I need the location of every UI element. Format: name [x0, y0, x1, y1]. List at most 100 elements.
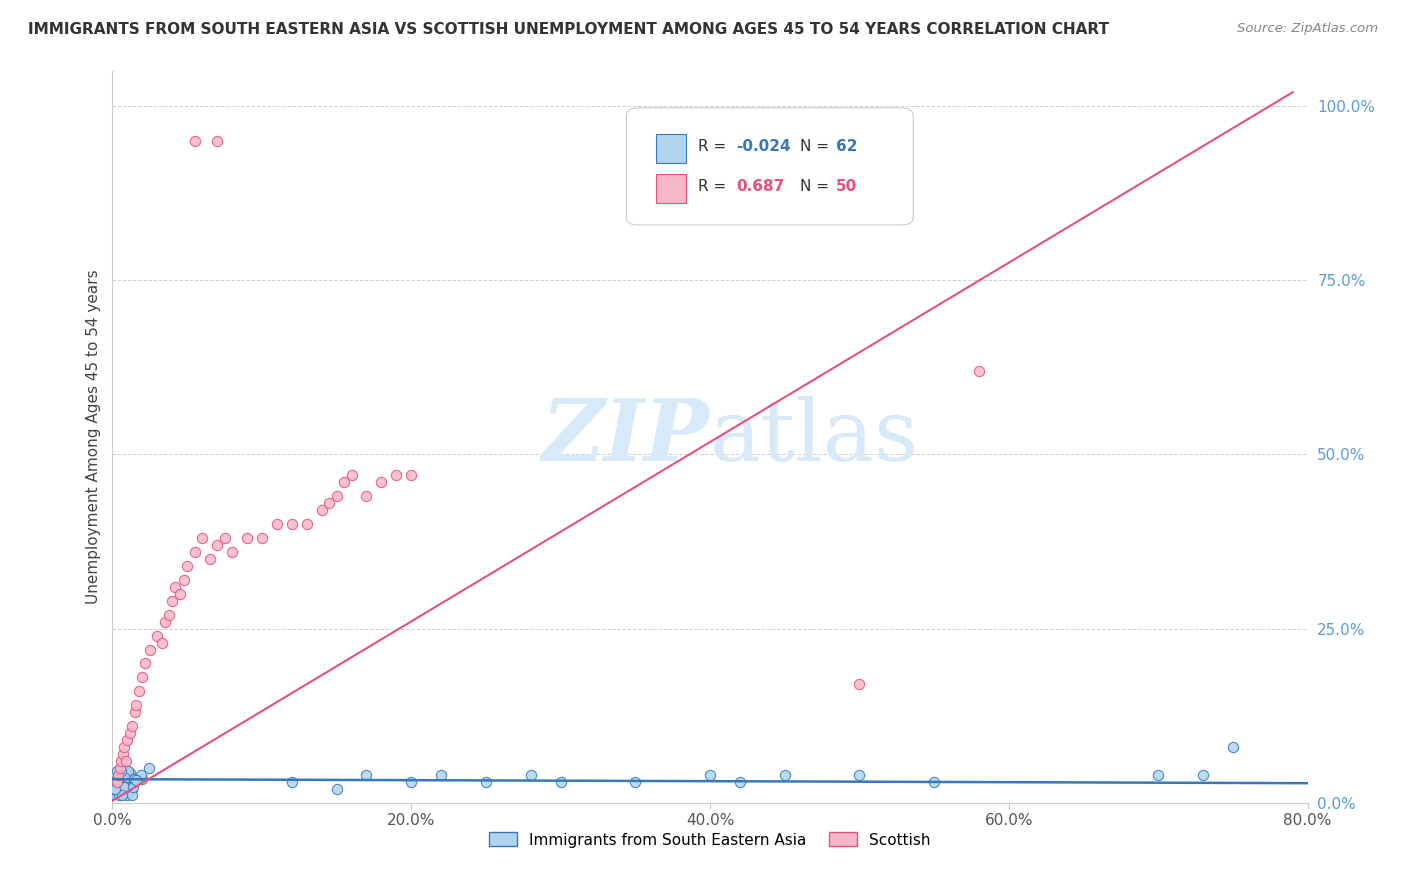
Point	[115, 754, 138, 768]
Point	[401, 468, 423, 483]
Point	[108, 761, 131, 775]
Point	[122, 780, 145, 795]
Point	[117, 764, 139, 778]
Point	[157, 607, 180, 622]
Point	[103, 781, 125, 796]
Point	[728, 775, 751, 789]
Point	[121, 719, 143, 733]
Point	[107, 780, 129, 795]
Point	[205, 134, 228, 148]
Point	[110, 780, 132, 794]
Point	[107, 768, 129, 782]
Point	[356, 768, 378, 782]
Point	[848, 768, 870, 782]
Point	[111, 779, 134, 793]
Point	[110, 784, 132, 798]
Text: N =: N =	[800, 139, 834, 154]
Text: 50: 50	[835, 179, 856, 194]
Point	[183, 134, 205, 148]
Point	[150, 635, 173, 649]
FancyBboxPatch shape	[627, 108, 914, 225]
Point	[122, 772, 145, 787]
Point	[266, 517, 288, 532]
Point	[311, 503, 333, 517]
Point	[475, 775, 498, 789]
Point	[401, 775, 423, 789]
Point	[103, 778, 125, 792]
Point	[550, 775, 572, 789]
Point	[221, 545, 243, 559]
Point	[129, 767, 152, 781]
Point	[121, 788, 143, 802]
Point	[236, 531, 259, 545]
Point	[165, 580, 187, 594]
Point	[121, 781, 143, 796]
Point	[115, 780, 138, 794]
Point	[103, 776, 125, 790]
Y-axis label: Unemployment Among Ages 45 to 54 years: Unemployment Among Ages 45 to 54 years	[86, 269, 101, 605]
Point	[356, 489, 378, 503]
FancyBboxPatch shape	[657, 174, 686, 203]
Point	[214, 531, 236, 545]
Point	[325, 781, 347, 796]
Point	[699, 768, 721, 782]
Point	[111, 747, 134, 761]
Point	[108, 767, 131, 781]
Point	[134, 657, 156, 671]
Point	[120, 726, 142, 740]
Point	[340, 468, 363, 483]
Point	[1222, 740, 1244, 755]
Point	[131, 772, 153, 787]
Point	[114, 740, 135, 755]
Point	[118, 766, 141, 780]
Point	[169, 587, 191, 601]
Point	[104, 784, 127, 798]
Point	[103, 777, 125, 791]
Point	[370, 475, 392, 490]
Point	[114, 764, 136, 779]
Point	[281, 517, 304, 532]
Point	[112, 779, 135, 793]
Text: R =: R =	[699, 139, 731, 154]
Point	[131, 670, 153, 684]
Point	[120, 768, 142, 782]
Point	[110, 764, 132, 779]
Point	[125, 698, 148, 713]
Point	[198, 552, 221, 566]
Point	[295, 517, 318, 532]
FancyBboxPatch shape	[657, 134, 686, 163]
Point	[250, 531, 273, 545]
Point	[112, 772, 135, 787]
Point	[112, 777, 135, 791]
Point	[112, 780, 135, 795]
Text: 62: 62	[835, 139, 858, 154]
Point	[967, 364, 990, 378]
Point	[104, 778, 127, 792]
Text: R =: R =	[699, 179, 731, 194]
Point	[1192, 768, 1215, 782]
Point	[333, 475, 356, 490]
Point	[773, 768, 796, 782]
Point	[115, 763, 138, 777]
Point	[103, 787, 125, 801]
Point	[114, 771, 136, 785]
Point	[105, 773, 128, 788]
Point	[117, 733, 139, 747]
Point	[1147, 768, 1170, 782]
Point	[105, 764, 128, 779]
Point	[191, 531, 214, 545]
Point	[153, 615, 176, 629]
Point	[105, 775, 128, 789]
Point	[105, 772, 128, 786]
Point	[162, 594, 183, 608]
Point	[110, 765, 132, 780]
Text: IMMIGRANTS FROM SOUTH EASTERN ASIA VS SCOTTISH UNEMPLOYMENT AMONG AGES 45 TO 54 : IMMIGRANTS FROM SOUTH EASTERN ASIA VS SC…	[28, 22, 1109, 37]
Point	[110, 754, 132, 768]
Text: N =: N =	[800, 179, 834, 194]
Point	[281, 775, 304, 789]
Point	[146, 629, 169, 643]
Point	[111, 788, 134, 802]
Point	[117, 788, 139, 802]
Point	[103, 774, 125, 789]
Point	[104, 782, 127, 797]
